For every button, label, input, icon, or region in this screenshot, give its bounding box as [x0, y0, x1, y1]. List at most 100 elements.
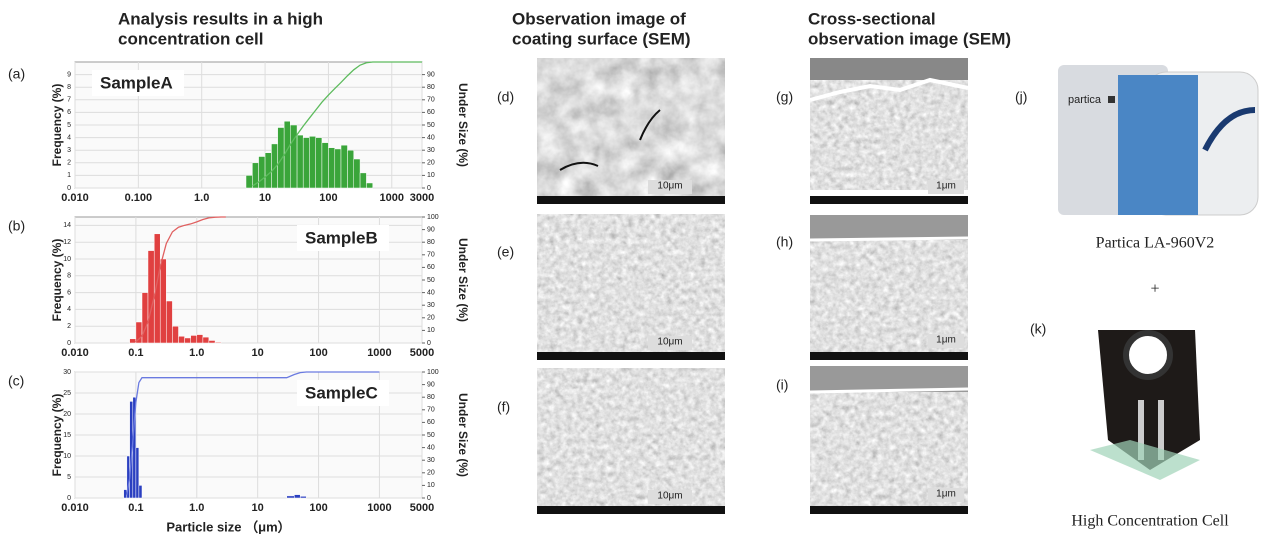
panel-label: (b) [8, 218, 25, 234]
y2-tick-label: 40 [427, 134, 435, 141]
chart-title: SampleB [305, 228, 378, 247]
bar [129, 338, 137, 344]
scale-label: 10μm [657, 181, 682, 192]
x-tick-label: 0.010 [61, 192, 89, 204]
x-tick-label: 100 [309, 502, 327, 514]
y2-tick-label: 80 [427, 239, 435, 246]
bar [347, 149, 354, 189]
x-axis-title: Particle size （μm） [166, 519, 290, 534]
sem-edge [809, 77, 969, 102]
y-tick-label: 6 [67, 109, 71, 116]
brand: partica [1068, 94, 1102, 106]
y-tick-label: 5 [67, 474, 71, 481]
bar [214, 341, 222, 344]
panel-label: (i) [776, 377, 788, 393]
y-tick-label: 0 [67, 340, 71, 347]
scale-box [648, 336, 692, 350]
panel-label: (a) [8, 66, 25, 82]
bar [366, 182, 374, 189]
x-tick-label: 5000 [410, 502, 434, 514]
y2-tick-label: 100 [427, 214, 439, 221]
y-tick-label: 8 [67, 273, 71, 280]
x-tick-label: 1000 [367, 347, 391, 359]
bar [196, 334, 204, 344]
bar [147, 250, 155, 344]
y2-tick-label: 100 [427, 369, 439, 376]
bar [159, 258, 167, 344]
bar [135, 447, 140, 499]
bar [166, 300, 173, 344]
info-bar [810, 506, 968, 514]
y-tick-label: 4 [67, 134, 71, 141]
y2-tick-label: 70 [427, 252, 435, 259]
cell-pin [1158, 400, 1164, 460]
panel-label: (h) [776, 234, 793, 250]
y-tick-label: 3 [67, 147, 71, 154]
y-tick-label: 14 [63, 222, 71, 229]
heading: coating surface (SEM) [512, 29, 691, 48]
y-tick-label: 12 [63, 239, 71, 246]
y-tick-label: 2 [67, 323, 71, 330]
x-tick-label: 100 [319, 192, 337, 204]
scale-box [928, 180, 964, 194]
bar [245, 175, 253, 189]
chart: 0.010 0.1 1.0 10 100 1000 50000510152025300102… [50, 369, 470, 535]
bar [309, 136, 316, 189]
y2-tick-label: 90 [427, 381, 435, 388]
y-tick-label: 6 [67, 289, 71, 296]
bar [296, 134, 304, 189]
chart: 0.010 0.1 1.0 10 100 1000 50000246810121401020… [50, 214, 470, 359]
bar [208, 340, 216, 344]
info-bar [537, 352, 725, 360]
y-tick-label: 25 [63, 390, 71, 397]
cell-pin [1138, 400, 1144, 460]
scale-label: 1μm [936, 335, 956, 346]
y2-tick-label: 90 [427, 71, 435, 78]
brand-mark [1108, 96, 1115, 103]
y-tick-label: 30 [63, 369, 71, 376]
scale-label: 10μm [657, 337, 682, 348]
bar [172, 325, 179, 344]
crack [559, 109, 661, 171]
x-tick-label: 0.100 [125, 192, 153, 204]
sem-image [537, 214, 725, 360]
title-box [297, 225, 389, 251]
bar [299, 496, 307, 499]
bar [334, 148, 342, 189]
x-tick-label: 10 [252, 347, 264, 359]
y2-tick-label: 80 [427, 394, 435, 401]
bar [321, 142, 329, 189]
y2-tick-label: 10 [427, 482, 435, 489]
y2-tick-label: 0 [427, 185, 431, 192]
scale-label: 1μm [936, 181, 956, 192]
sem-image [537, 58, 725, 204]
panel-label: (j) [1015, 89, 1027, 105]
y-tick-label: 8 [67, 84, 71, 91]
y2-tick-label: 0 [427, 340, 431, 347]
instrument-swoosh [1202, 107, 1256, 152]
x-tick-label: 1000 [367, 502, 391, 514]
scale-box [648, 490, 692, 504]
y-axis-title: Frequency (%) [50, 239, 64, 322]
y2-tick-label: 30 [427, 147, 435, 154]
bar [286, 495, 295, 499]
info-bar [810, 196, 968, 204]
panel-label: (f) [497, 399, 510, 415]
chart-title: SampleA [100, 73, 173, 92]
instrument-panel [1118, 75, 1198, 215]
y-axis-title: Frequency (%) [50, 84, 64, 167]
y2-axis-title: Under Size (%) [456, 83, 470, 167]
y2-tick-label: 50 [427, 122, 435, 129]
scale-label: 10μm [657, 491, 682, 502]
x-tick-label: 0.010 [61, 502, 89, 514]
cumulative-line [135, 216, 226, 343]
x-tick-label: 0.1 [128, 347, 143, 359]
info-bar [537, 196, 725, 204]
chart: 0.010 0.100 1.0 10 100 1000 300001234567890102… [50, 61, 470, 204]
x-tick-label: 100 [309, 347, 327, 359]
headings: Analysis results in a high concentration… [118, 9, 1011, 48]
y2-tick-label: 50 [427, 432, 435, 439]
product-name: Partica LA-960V2 [1096, 235, 1215, 252]
cumulative-line [252, 61, 422, 187]
